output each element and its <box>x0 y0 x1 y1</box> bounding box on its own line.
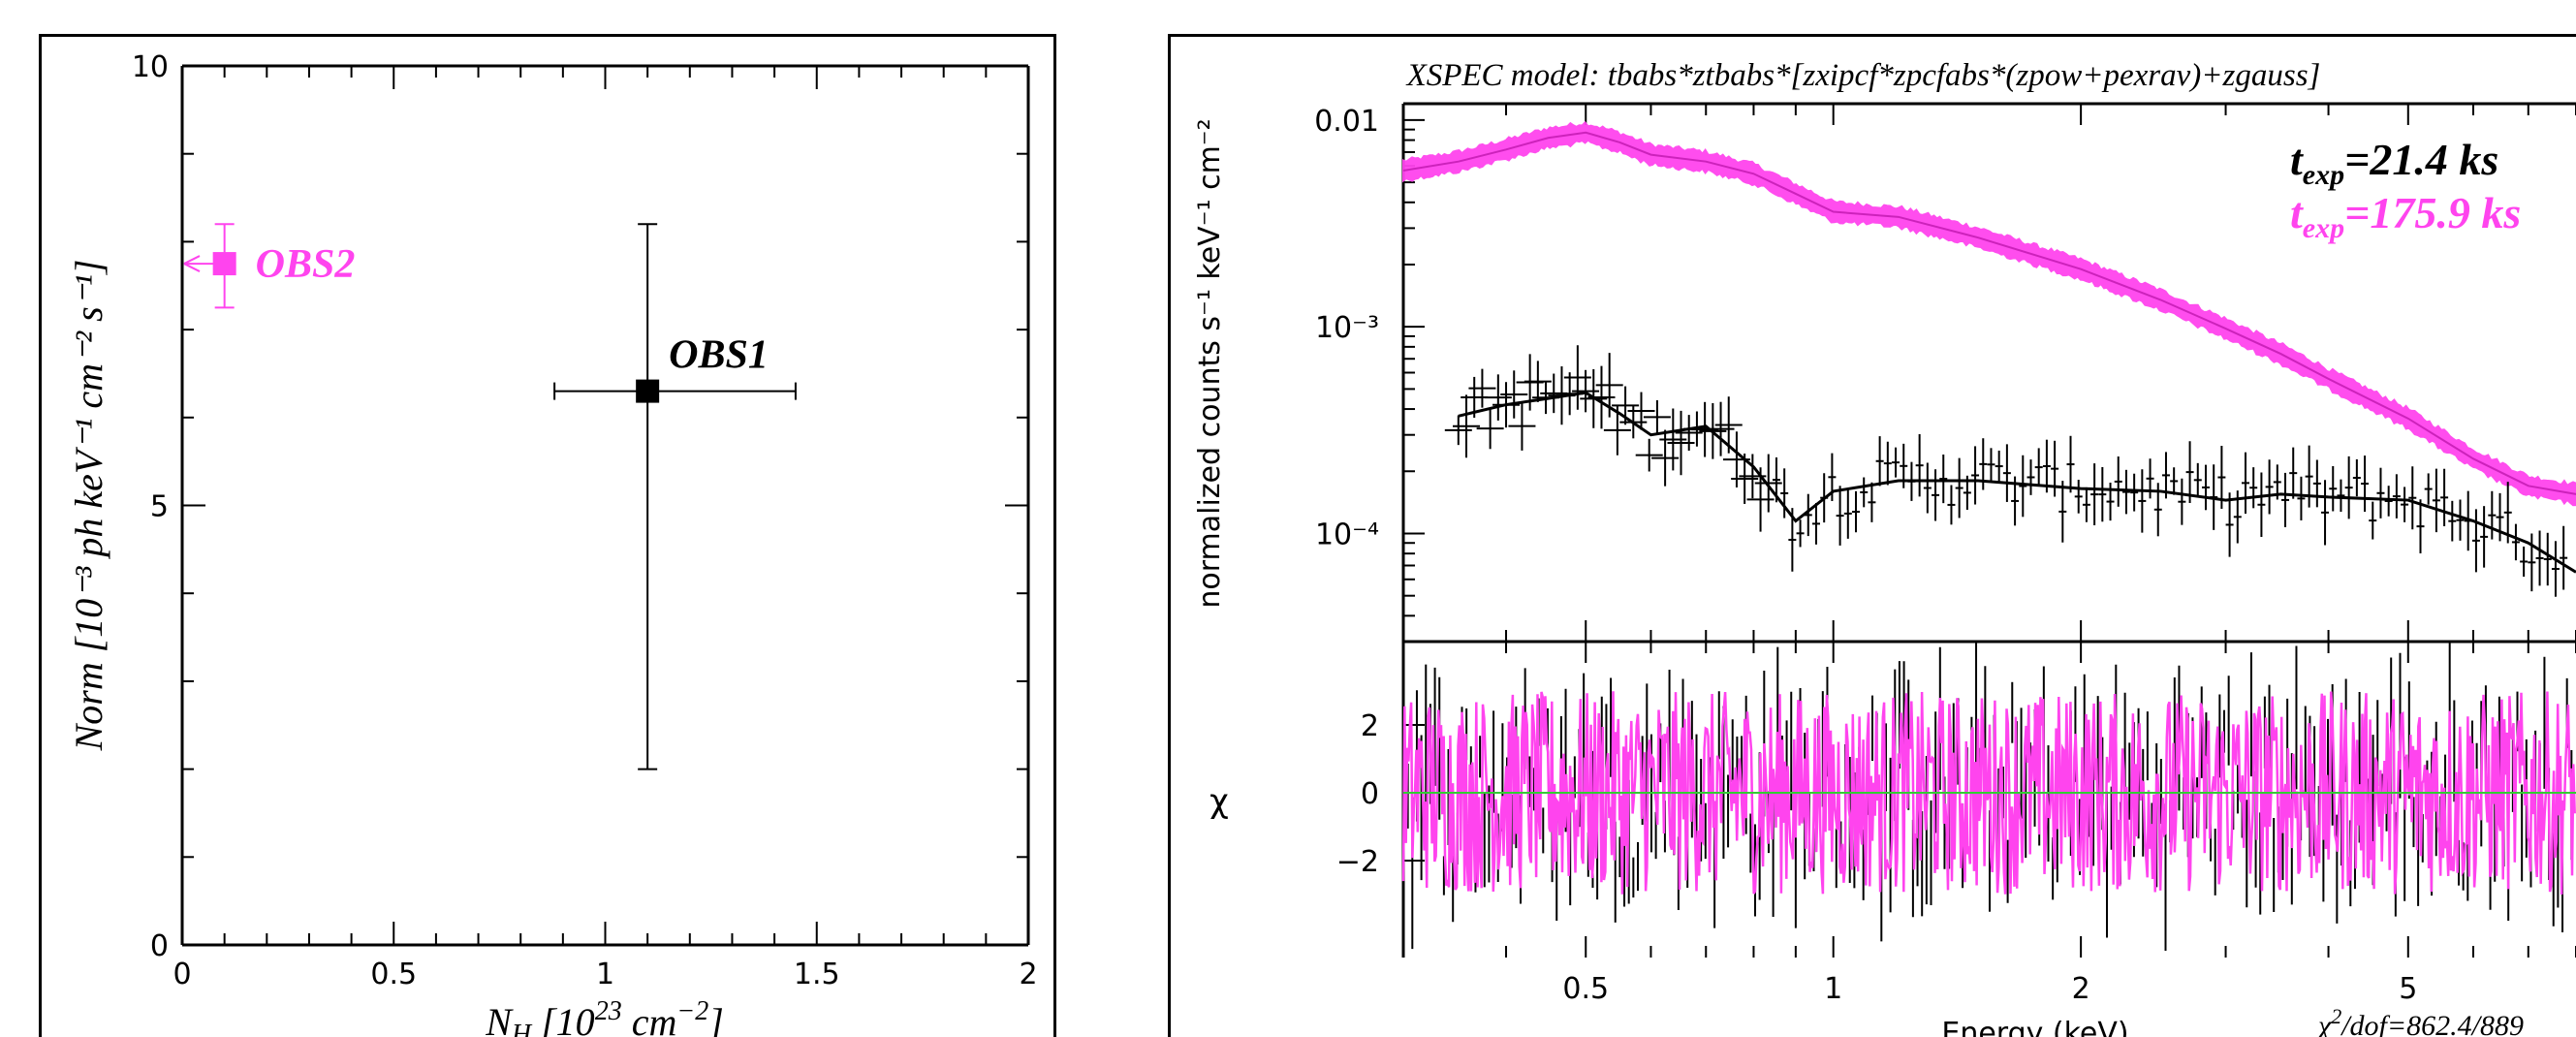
residual-tick-label: −2 <box>1336 845 1379 879</box>
point-obs2-limit-arrow <box>183 255 201 272</box>
y-tick-label: 10⁻³ <box>1315 311 1379 345</box>
point-obs1-label: OBS1 <box>669 333 769 378</box>
x-tick-label: 1 <box>1824 972 1842 1006</box>
series-obs2-band <box>1402 120 2576 507</box>
x-tick-label: 2 <box>2072 972 2090 1006</box>
annotation-texp-obs1: texp=21.4 ks <box>2290 135 2498 191</box>
right-tick-marks <box>1402 104 2576 958</box>
left-data-points: OBS1 OBS2 <box>183 223 797 770</box>
annotation-texp-obs2: texp=175.9 ks <box>2290 188 2521 244</box>
panel-nh-vs-norm <box>39 34 1056 1037</box>
x-tick-label: 1.5 <box>794 958 840 991</box>
y-tick-label: 0 <box>150 929 169 963</box>
right-tick-labels: 0.5 1 2 5 0.01 10⁻³ 10⁻⁴ 2 0 −2 <box>1314 105 2417 1006</box>
point-obs2-marker <box>212 252 236 276</box>
x-tick-label: 1 <box>596 958 614 991</box>
y-tick-label: 10⁻⁴ <box>1315 518 1379 551</box>
right-x-axis-label: Energy (keV) <box>1941 1017 2128 1037</box>
right-residual-series <box>1401 643 2576 952</box>
fit-statistic: χ2/dof=862.4/889 <box>2315 1004 2524 1037</box>
y-tick-label: 0.01 <box>1314 105 1379 139</box>
x-tick-label: 2 <box>1019 958 1037 991</box>
point-obs2-label: OBS2 <box>256 242 356 287</box>
residual-tick-label: 0 <box>1361 777 1379 811</box>
residual-tick-label: 2 <box>1361 709 1379 743</box>
x-tick-label: 0.5 <box>370 958 417 991</box>
x-tick-label: 0 <box>173 958 191 991</box>
residual-obs2 <box>1401 691 2576 896</box>
y-tick-label: 10 <box>132 50 169 84</box>
left-y-axis-label: Norm [10⁻³ ph keV⁻¹ cm⁻² s⁻¹] <box>67 260 110 752</box>
series-obs2-model <box>1402 131 2576 495</box>
point-obs1-marker <box>636 379 660 403</box>
right-residual-axis-label: χ <box>1209 782 1229 821</box>
right-chart-title: XSPEC model: tbabs*ztbabs*[zxipcf*zpcfab… <box>1405 58 2321 93</box>
y-tick-label: 5 <box>150 490 169 524</box>
x-tick-label: 0.5 <box>1562 972 1609 1006</box>
x-tick-label: 5 <box>2399 972 2417 1006</box>
left-tick-labels: 0 0.5 1 1.5 2 0 5 10 <box>132 50 1038 991</box>
left-tick-marks <box>181 65 1029 946</box>
left-x-axis-label: NH [1023 cm−2] <box>485 996 724 1037</box>
right-y-axis-label: normalized counts s⁻¹ keV⁻¹ cm⁻² <box>1193 118 1227 608</box>
left-plot-axes <box>180 64 1030 947</box>
right-spectrum-series <box>1402 120 2576 597</box>
